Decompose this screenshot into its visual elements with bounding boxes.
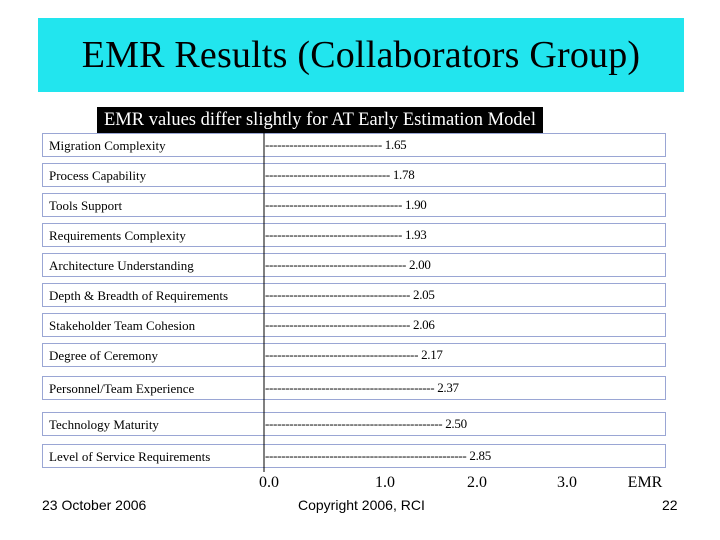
chart-row: Technology Maturity ---------------------… [42, 412, 666, 436]
category-label: Degree of Ceremony [49, 348, 159, 363]
category-label: Level of Service Requirements [49, 449, 211, 464]
x-axis-label: EMR [627, 474, 663, 491]
category-label: Personnel/Team Experience [49, 381, 195, 396]
value-bar: ----------------------------------------… [265, 448, 491, 463]
value-label: 1.78 [392, 167, 415, 182]
title-band: EMR Results (Collaborators Group) [38, 18, 684, 92]
footer-copyright: Copyright 2006, RCI [298, 497, 425, 513]
chart-row: Architecture Understanding --------------… [42, 253, 666, 277]
value-bar: ------------------------------------ 2.0… [265, 287, 435, 302]
value-label: 2.06 [413, 317, 435, 332]
chart-row: Level of Service Requirements -----------… [42, 444, 666, 468]
category-label: Depth & Breadth of Requirements [49, 288, 229, 303]
value-bar: ---------------------------------- 1.90 [265, 197, 427, 212]
x-tick-label: 1.0 [375, 474, 395, 491]
x-tick-label: 3.0 [557, 474, 577, 491]
value-bar: ----------------------------------- 2.00 [265, 257, 431, 272]
x-tick-label: 0.0 [259, 474, 279, 491]
chart-row: Migration Complexity --------------------… [42, 133, 666, 157]
chart-row: Process Capability ----------------------… [42, 163, 666, 187]
slide-title: EMR Results (Collaborators Group) [81, 34, 641, 76]
chart-row: Personnel/Team Experience ---------------… [42, 376, 666, 400]
category-label: Process Capability [49, 168, 147, 183]
chart-row: Depth & Breadth of Requirements ---------… [42, 283, 666, 307]
value-bar: ---------------------------------- 1.93 [265, 227, 427, 242]
category-label: Stakeholder Team Cohesion [49, 318, 196, 333]
chart-row: Tools Support ---------------------------… [42, 193, 666, 217]
value-bar: ------------------------------------ 2.0… [265, 317, 435, 332]
category-label: Tools Support [49, 198, 123, 213]
value-bar: ------------------------------- 1.78 [265, 167, 415, 182]
value-label: 1.93 [404, 227, 427, 242]
value-bar: ----------------------------------------… [265, 380, 459, 395]
value-bar: -------------------------------------- 2… [265, 347, 443, 362]
value-label: 1.90 [404, 197, 427, 212]
page-number: 22 [662, 497, 678, 513]
value-label: 2.50 [445, 416, 467, 431]
footer-date: 23 October 2006 [42, 497, 147, 513]
value-label: 2.37 [437, 380, 459, 395]
chart-row: Requirements Complexity -----------------… [42, 223, 666, 247]
category-label: Architecture Understanding [49, 258, 194, 273]
category-label: Migration Complexity [49, 138, 166, 153]
value-label: 2.17 [421, 347, 443, 362]
category-label: Technology Maturity [49, 417, 159, 432]
chart-row: Degree of Ceremony ----------------------… [42, 343, 666, 367]
banner-text: EMR values differ slightly for AT Early … [97, 107, 543, 134]
value-bar: ----------------------------- 1.65 [265, 137, 407, 152]
value-label: 1.65 [384, 137, 407, 152]
value-label: 2.85 [469, 448, 491, 463]
chart-row: Stakeholder Team Cohesion ---------------… [42, 313, 666, 337]
value-label: 2.00 [408, 257, 431, 272]
value-bar: ----------------------------------------… [265, 416, 467, 431]
value-label: 2.05 [413, 287, 435, 302]
x-tick-label: 2.0 [467, 474, 487, 491]
category-label: Requirements Complexity [49, 228, 186, 243]
